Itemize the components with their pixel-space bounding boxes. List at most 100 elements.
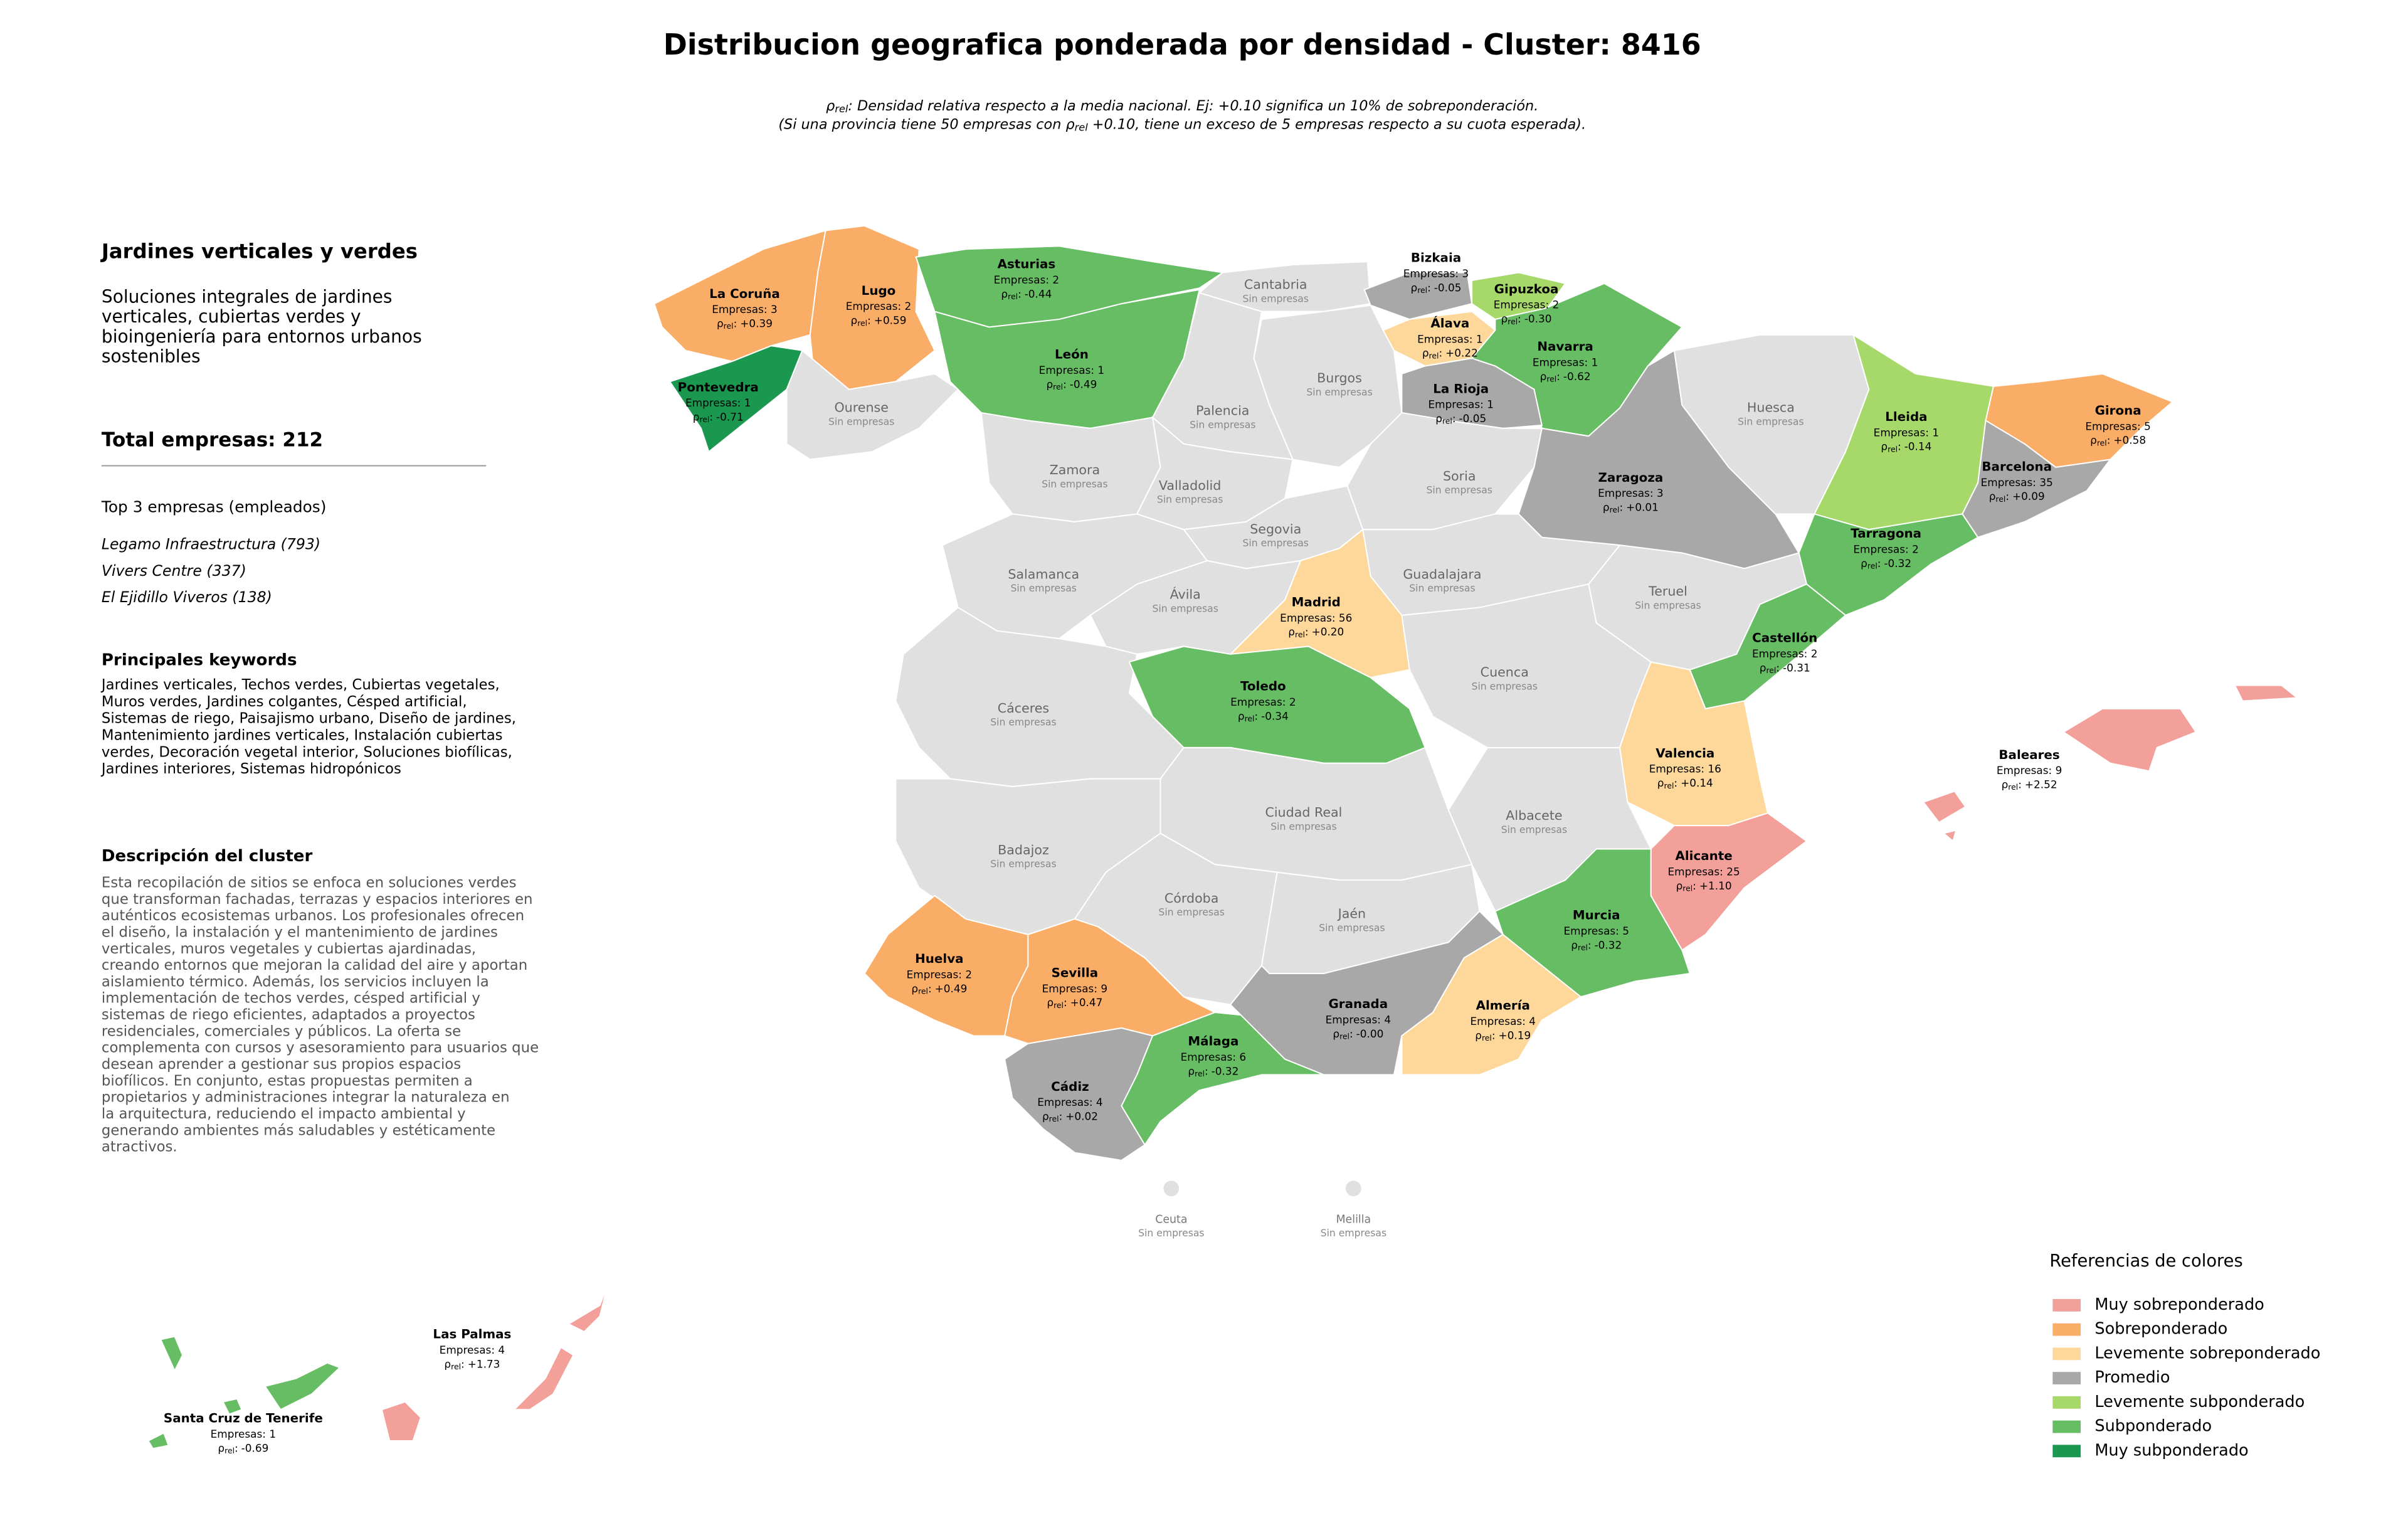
rho-sub: rel: [1867, 561, 1877, 570]
province-name: Cuenca: [1481, 665, 1529, 680]
rho-sub: rel: [1245, 713, 1255, 723]
sidebar-line: verdes, Decoración vegetal interior, Sol…: [102, 744, 512, 760]
province-count: Empresas: 2: [907, 968, 972, 980]
province-shape: [2062, 708, 2197, 772]
rho-sub: rel: [1508, 316, 1518, 326]
rho-sep: :: [734, 317, 737, 330]
sidebar-line: Esta recopilación de sitios se enfoca en…: [102, 874, 517, 891]
rho-sep: :: [709, 410, 713, 423]
province-rho: ρrel: -0.00: [1333, 1027, 1383, 1041]
rho-symbol: ρ: [1188, 1064, 1195, 1077]
province-name: Murcia: [1573, 908, 1620, 923]
rho-sub: rel: [1417, 285, 1427, 295]
province-count: Empresas: 25: [1667, 866, 1740, 878]
rho-sep: :: [1064, 996, 1067, 1009]
rho-sub: rel: [1053, 382, 1063, 391]
sidebar-line: atractivos.: [102, 1139, 177, 1155]
rho-value: -0.69: [241, 1441, 269, 1454]
rho-sep: :: [1063, 378, 1067, 390]
province-rho: ρrel: +1.10: [1676, 879, 1732, 893]
province-rho: ρrel: +0.14: [1657, 777, 1713, 790]
province-count: Empresas: 3: [712, 303, 777, 316]
sidebar-line: bioingeniería para entornos urbanos: [102, 326, 422, 347]
province-name: Lleida: [1885, 410, 1927, 424]
province-name: La Coruña: [709, 287, 780, 301]
sidebar-line: el diseño, la instalación y el mantenimi…: [102, 924, 498, 940]
rho-sep: :: [867, 314, 871, 327]
rho-symbol: ρ: [1411, 281, 1418, 294]
province-status: Sin empresas: [1319, 921, 1385, 933]
sidebar-line: implementación de techos verdes, césped …: [102, 990, 480, 1007]
province-name: Almería: [1476, 999, 1530, 1013]
province-shape: [668, 345, 803, 453]
province-shapes: [147, 225, 2299, 1450]
legend-label: Levemente sobreponderado: [2094, 1344, 2320, 1362]
province-rho: ρrel: -0.49: [1046, 378, 1097, 391]
province-rho: ρrel: -0.32: [1188, 1064, 1238, 1078]
rho-value: +0.01: [1626, 501, 1659, 514]
province-name: Girona: [2095, 403, 2141, 418]
rho-symbol: ρ: [826, 97, 835, 114]
province-status: Sin empresas: [1472, 681, 1538, 692]
rho-value: +2.52: [2025, 778, 2057, 791]
province-status: Sin empresas: [1157, 494, 1223, 506]
province-name: Lugo: [862, 284, 896, 298]
description-heading: Descripción del cluster: [102, 847, 313, 866]
sidebar-line: Soluciones integrales de jardines: [102, 286, 393, 307]
subtitle-line: ρrel: Densidad relativa respecto a la me…: [826, 97, 1538, 114]
sidebar-line: Muros verdes, Jardines colgantes, Césped…: [102, 694, 467, 710]
rho-value: -0.31: [1783, 661, 1810, 674]
rho-sep: :: [235, 1441, 238, 1454]
province-name: Madrid: [1292, 595, 1341, 609]
rho-symbol: ρ: [444, 1357, 451, 1370]
legend-swatch: [2052, 1298, 2081, 1312]
province-status: Sin empresas: [1635, 599, 1701, 611]
rho-value: -0.32: [1595, 938, 1622, 951]
province-rho: ρrel: -0.05: [1435, 412, 1486, 425]
province-rho: ρrel: -0.30: [1501, 312, 1552, 326]
province-count: Empresas: 1: [211, 1428, 276, 1440]
rho-symbol: ρ: [1065, 116, 1074, 132]
province-count: Empresas: 2: [1230, 696, 1296, 708]
province-name: Guadalajara: [1403, 566, 1481, 581]
province-name: Cádiz: [1051, 1080, 1089, 1094]
rho-symbol: ρ: [1042, 1110, 1049, 1122]
sidebar-line: auténticos ecosistemas urbanos. Los prof…: [102, 908, 524, 924]
province-status: Sin empresas: [1409, 582, 1475, 594]
province-rho: ρrel: +0.49: [911, 982, 967, 995]
rho-sub: rel: [1664, 780, 1674, 790]
province-status: Sin empresas: [1270, 820, 1336, 832]
province-count: Empresas: 1: [1417, 332, 1482, 345]
province-name: Bizkaia: [1411, 251, 1461, 265]
province-rho: ρrel: -0.71: [693, 410, 744, 423]
province-rho: ρrel: -0.34: [1238, 709, 1289, 723]
rho-sep: :: [1674, 777, 1677, 789]
province-status: Sin empresas: [1738, 415, 1803, 427]
province-status: Sin empresas: [1152, 602, 1218, 614]
sidebar-line: Sistemas de riego, Paisajismo urbano, Di…: [102, 711, 516, 727]
province-name: Barcelona: [1982, 459, 2052, 474]
rho-value: +0.47: [1070, 996, 1103, 1009]
province-name: Asturias: [998, 257, 1056, 272]
rho-sub: rel: [1049, 1114, 1059, 1123]
province-status: Sin empresas: [1243, 292, 1309, 304]
rho-sub: rel: [699, 415, 709, 424]
rho-symbol: ρ: [1475, 1029, 1482, 1041]
rho-symbol: ρ: [1435, 412, 1442, 425]
province-name: Burgos: [1317, 370, 1362, 385]
province-name: Huelva: [915, 952, 963, 966]
province-shape: [147, 1432, 170, 1450]
legend-label: Subponderado: [2094, 1417, 2212, 1436]
rho-symbol: ρ: [1001, 287, 1008, 300]
province-name: Huesca: [1747, 400, 1795, 415]
top-heading: Top 3 empresas (empleados): [101, 498, 326, 516]
province-status: Sin empresas: [1042, 478, 1107, 490]
legend-label: Sobreponderado: [2094, 1320, 2227, 1339]
rho-sep: :: [1776, 661, 1780, 674]
province-count: Empresas: 2: [846, 300, 911, 312]
rho-sub: rel: [1610, 505, 1620, 514]
rho-sep: :: [1439, 347, 1442, 359]
province-rho: ρrel: -0.14: [1881, 440, 1931, 454]
rho-sep: :: [461, 1357, 465, 1370]
legend-label: Promedio: [2094, 1368, 2170, 1387]
